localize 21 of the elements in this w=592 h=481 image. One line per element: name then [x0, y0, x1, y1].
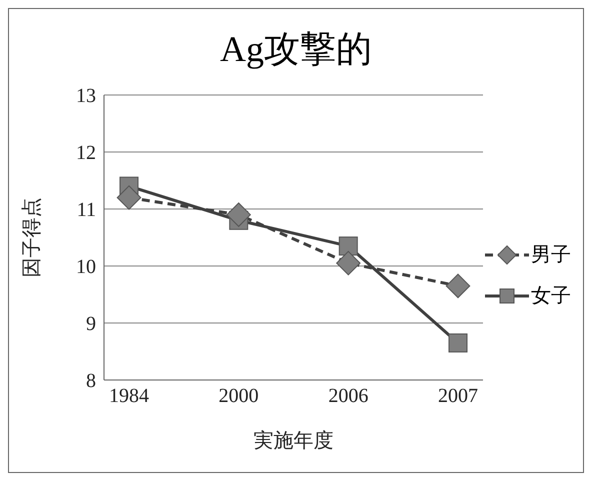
- y-tick-label: 10: [76, 256, 96, 278]
- x-tick-label: 1984: [109, 385, 149, 408]
- point: [338, 236, 358, 256]
- point: [116, 185, 142, 210]
- point: [446, 274, 470, 298]
- x-axis-title: 実施年度: [254, 429, 334, 452]
- chart-title: Ag攻撃的: [219, 28, 373, 71]
- legend-label: 女子: [531, 284, 571, 309]
- y-tick-label: 11: [76, 199, 96, 222]
- x-tick-label: 2006: [328, 385, 368, 408]
- y-tick-label: 12: [76, 142, 96, 164]
- point: [226, 202, 251, 227]
- y-axis-title: 因子得点: [21, 198, 44, 278]
- point: [336, 250, 361, 276]
- legend-label: 男子: [531, 243, 571, 268]
- point: [448, 333, 468, 352]
- x-tick-label: 2007: [438, 385, 478, 408]
- x-tick-label: 2000: [218, 385, 259, 408]
- y-tick-label: 13: [76, 85, 96, 108]
- y-tick-label: 8: [86, 370, 96, 392]
- y-tick-label: 9: [86, 313, 96, 336]
